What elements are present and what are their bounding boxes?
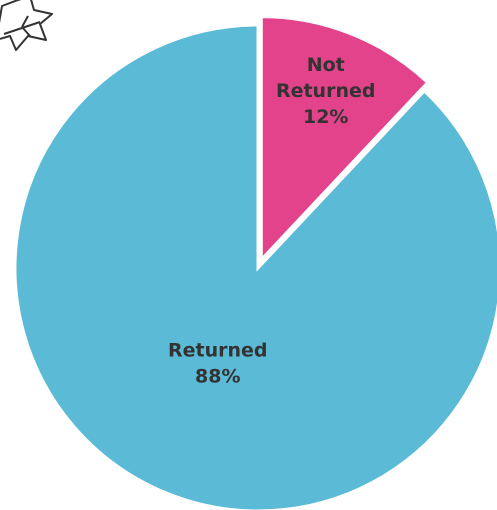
leaf-icon [0, 0, 52, 50]
slice-label: Returned [168, 340, 268, 362]
pie [15, 17, 497, 510]
data-label: 88% [195, 366, 240, 388]
chart: NotReturned12%Returned88% [0, 0, 497, 510]
data-label: 12% [303, 106, 348, 128]
pie-slice [15, 25, 497, 510]
